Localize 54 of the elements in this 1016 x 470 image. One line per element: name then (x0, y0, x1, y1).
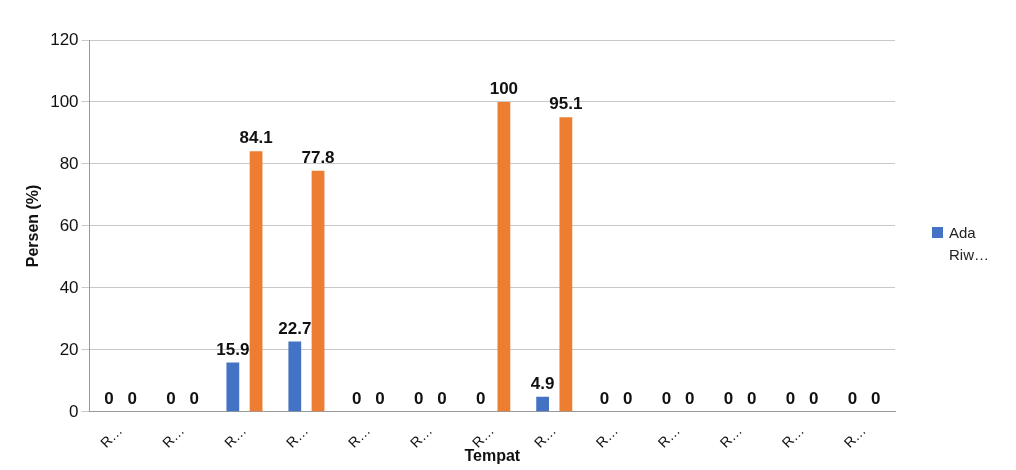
y-tick-label: 20 (59, 339, 79, 359)
data-label: 0 (413, 389, 424, 409)
y-tick-label: 100 (50, 91, 79, 111)
data-label: 0 (475, 389, 486, 409)
x-tick-label: R… (220, 422, 250, 451)
data-label: 0 (352, 389, 362, 409)
y-tick-label: 40 (59, 277, 79, 297)
legend-label: Ada Riw… (949, 223, 990, 265)
bar (311, 170, 325, 412)
data-label: 100 (489, 79, 519, 99)
x-tick-label: R… (530, 422, 560, 451)
data-label: 0 (661, 389, 672, 409)
bar (249, 151, 263, 412)
bar (497, 101, 511, 412)
data-label: 0 (808, 389, 819, 409)
data-label: 4.9 (530, 373, 555, 393)
data-label: 0 (437, 389, 447, 409)
data-label: 0 (375, 389, 385, 409)
x-tick-label: R… (97, 422, 126, 451)
x-tick-label: R… (654, 422, 683, 451)
y-tick-label: 120 (50, 29, 79, 49)
data-label: 22.7 (278, 318, 312, 338)
x-tick-label: R… (282, 422, 312, 451)
data-label: 0 (127, 389, 137, 409)
y-tick-label: 0 (69, 401, 79, 421)
x-tick-label: R… (778, 422, 807, 451)
data-label: 15.9 (216, 339, 250, 359)
data-label: 0 (785, 389, 796, 409)
data-label: 0 (189, 389, 199, 409)
x-tick-label: R… (344, 422, 374, 451)
x-tick-label: R… (840, 422, 869, 451)
data-label: 0 (870, 389, 881, 409)
data-label: 0 (104, 389, 114, 409)
y-tick-label: 80 (59, 153, 79, 173)
data-label: 95.1 (549, 94, 583, 114)
bar (288, 341, 302, 412)
y-tick-label: 60 (59, 215, 79, 235)
bar (559, 117, 573, 412)
bar (536, 396, 550, 412)
data-label: 0 (685, 389, 695, 409)
x-tick-label: R… (158, 422, 188, 451)
bar (226, 362, 240, 412)
data-label: 0 (166, 389, 176, 409)
data-label: 0 (746, 389, 757, 409)
data-label: 0 (723, 389, 734, 409)
data-label: 84.1 (239, 128, 273, 148)
data-label: 77.8 (301, 147, 335, 167)
y-axis-title: Persen (%) (24, 184, 42, 268)
x-tick-label: R… (592, 422, 622, 451)
data-label: 0 (599, 389, 610, 409)
data-label: 0 (847, 389, 858, 409)
x-tick-label: R… (716, 422, 745, 451)
x-tick-label: R… (406, 422, 436, 451)
data-label: 0 (623, 389, 633, 409)
